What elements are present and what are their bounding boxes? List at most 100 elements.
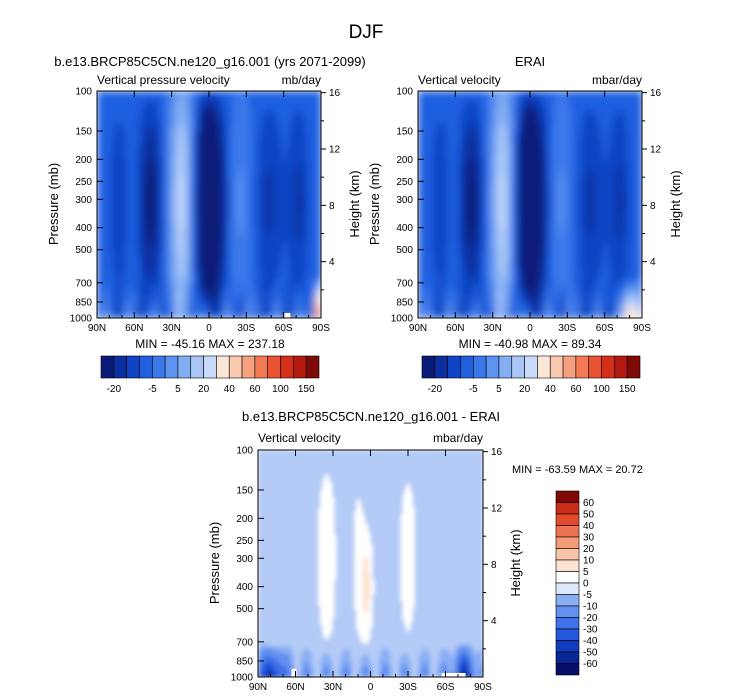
contour-cell [275,91,278,94]
contour-cell [97,107,100,111]
contour-cell [161,121,164,125]
contour-cell [119,180,122,184]
contour-cell [271,128,274,132]
contour-cell [173,145,176,149]
contour-cell [115,147,118,151]
contour-cell [253,180,256,184]
contour-cell [101,161,104,165]
contour-cell [305,180,308,184]
contour-cell [221,133,224,137]
contour-cell [317,119,320,123]
contour-cell [279,145,282,149]
contour-cell [145,171,148,175]
contour-cell [173,192,176,196]
contour-cell [145,93,148,97]
contour-cell [157,117,160,120]
contour-cell [259,187,262,191]
contour-cell [303,93,306,97]
contour-cell [213,180,216,184]
contour-cell [271,117,274,120]
contour-cell [139,154,142,158]
contour-cell [115,98,118,102]
contour-cell [305,176,308,180]
contour-cell [177,124,180,128]
contour-cell [137,105,140,109]
contour-cell [237,143,240,146]
contour-cell [185,152,188,156]
contour-cell [301,114,304,118]
contour-cell [101,128,104,132]
contour-cell [239,147,242,151]
contour-cell [305,93,308,97]
contour-cell [243,121,246,125]
contour-cell [277,102,280,106]
contour-cell [279,95,282,99]
contour-cell [229,91,232,94]
contour-cell [271,161,274,165]
contour-cell [101,93,104,97]
contour-cell [189,107,192,111]
contour-cell [209,150,212,154]
contour-cell [157,190,160,194]
contour-cell [307,157,310,161]
contour-cell [107,98,110,102]
contour-cell [129,93,132,97]
contour-cell [129,135,132,139]
contour-cell [189,135,192,139]
contour-cell [291,169,294,172]
contour-cell [189,157,192,161]
contour-cell [263,171,266,175]
contour-cell [275,105,278,109]
contour-cell [257,128,260,132]
contour-cell [183,178,186,182]
contour-cell [165,131,168,135]
contour-cell [263,164,266,168]
contour-cell [253,150,256,154]
contour-cell [201,150,204,154]
contour-cell [201,100,204,104]
contour-cell [203,138,206,142]
contour-cell [125,112,128,116]
contour-cell [215,171,218,175]
contour-cell [287,114,290,118]
contour-cell [247,187,250,191]
contour-cell [277,107,280,111]
contour-cell [125,105,128,109]
contour-cell [101,105,104,109]
contour-cell [307,183,310,187]
contour-cell [165,112,168,116]
contour-cell [261,171,264,175]
contour-cell [129,190,132,194]
contour-cell [155,126,158,130]
contour-cell [287,161,290,165]
contour-cell [295,112,298,116]
contour-cell [169,171,172,175]
contour-cell [175,121,178,125]
contour-cell [187,91,190,94]
contour-cell [113,154,116,158]
contour-cell [279,192,282,196]
contour-cell [255,100,258,104]
contour-cell [109,119,112,123]
contour-cell [215,176,218,180]
contour-cell [263,126,266,130]
contour-cell [277,176,280,180]
contour-cell [237,140,240,144]
contour-cell [181,126,184,130]
contour-cell [249,173,252,177]
contour-cell [197,145,200,149]
contour-cell [211,143,214,146]
contour-cell [311,114,314,118]
contour-cell [221,98,224,102]
contour-cell [311,138,314,142]
contour-cell [133,195,136,198]
contour-cell [267,107,270,111]
contour-cell [261,117,264,120]
contour-cell [165,145,168,149]
contour-cell [219,138,222,142]
contour-cell [277,154,280,158]
contour-cell [221,169,224,172]
contour-cell [211,183,214,187]
contour-cell [125,157,128,161]
contour-cell [115,112,118,116]
